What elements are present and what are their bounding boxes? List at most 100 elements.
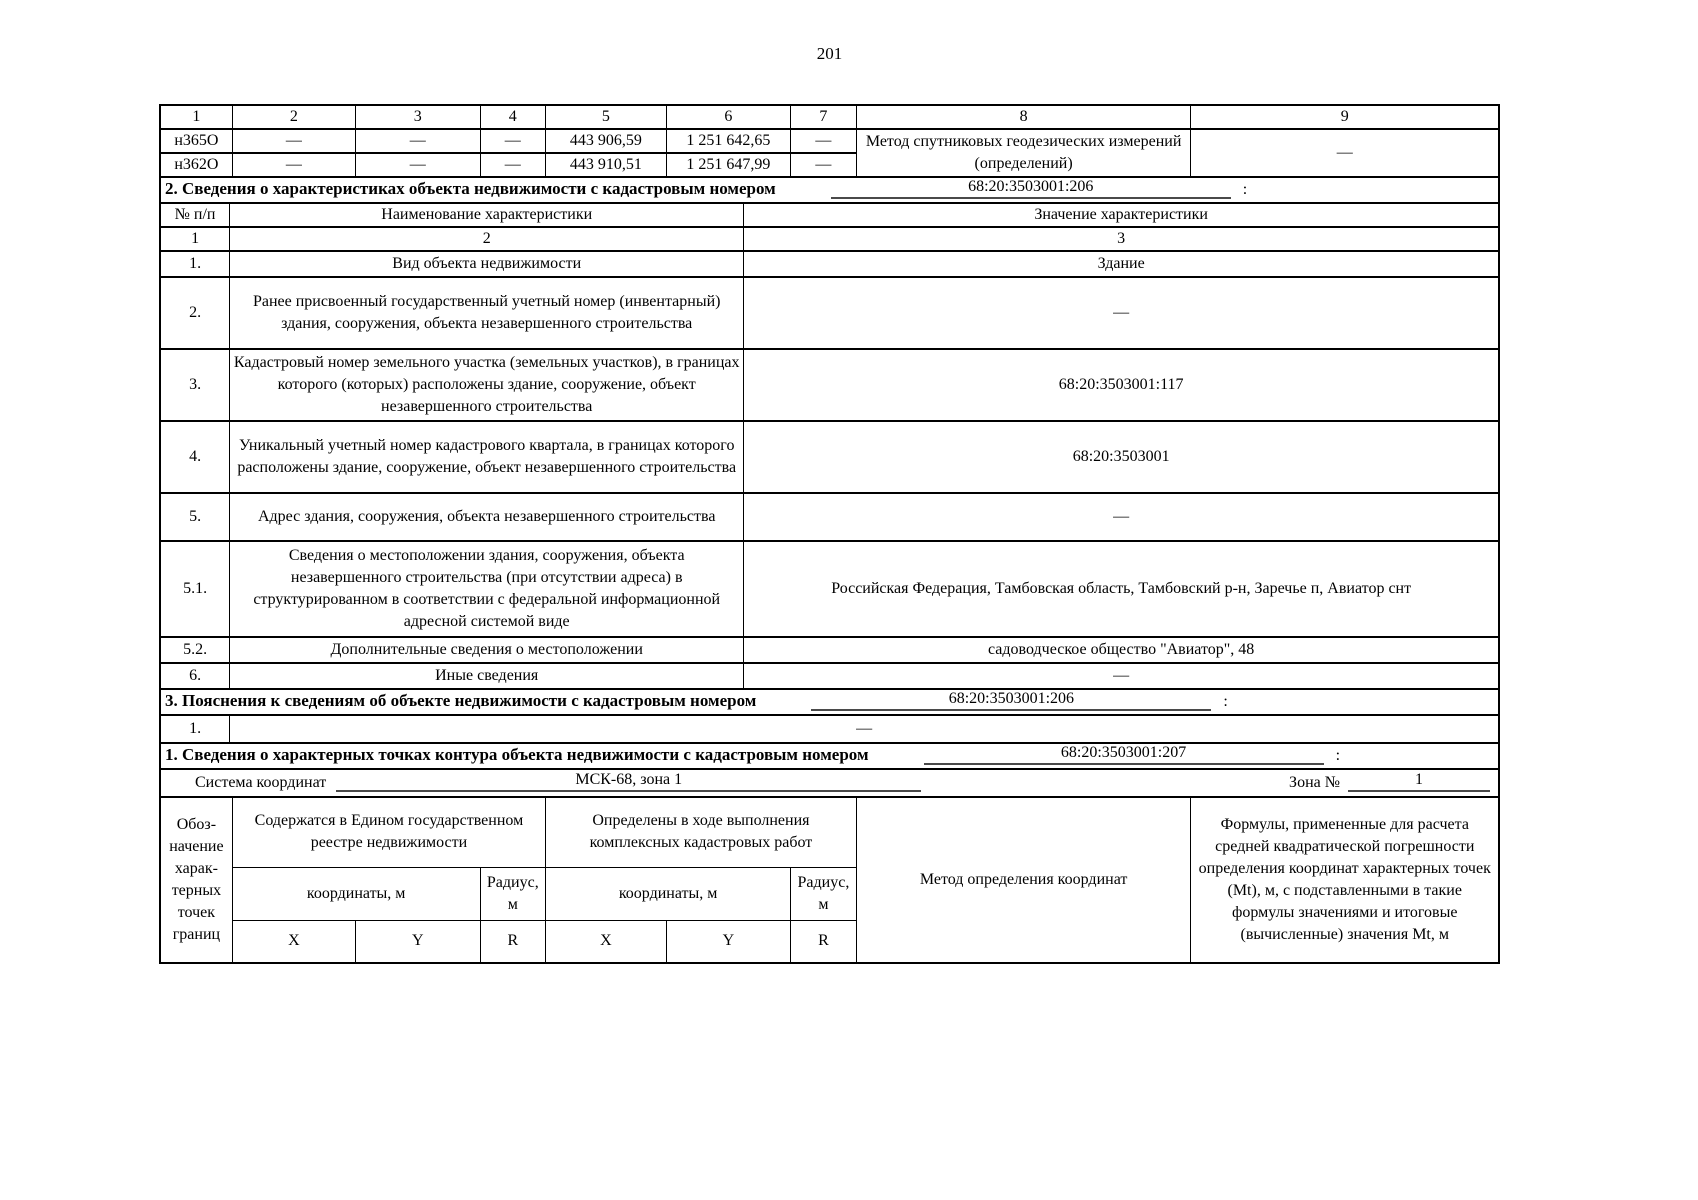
method-cell: Метод спутниковых геодезических измерени… [855, 128, 1192, 178]
colon: : [1242, 181, 1248, 198]
table-row: н365О — — — 443 906,59 1 251 642,65 — Ме… [159, 128, 1500, 178]
section1-header: 1. Сведения о характерных точках контура… [159, 742, 1500, 770]
row-num: 1. [159, 714, 231, 744]
coordinate-system-row: Система координат МСК-68, зона 1 Зона № … [159, 768, 1500, 798]
document-page: 201 1 2 3 4 5 6 7 8 9 н365О — — — 443 90… [159, 0, 1500, 964]
col-number: 2 [229, 226, 745, 252]
x-header: X [545, 919, 667, 964]
characteristic-value: Здание [743, 250, 1500, 278]
group-header-row: Обоз- начение харак- терных точек границ… [159, 796, 1500, 964]
characteristic-value: — [743, 662, 1500, 690]
characteristic-value: — [743, 276, 1500, 350]
characteristic-value: 68:20:3503001 [743, 420, 1500, 494]
colon: : [1223, 693, 1228, 710]
characteristic-name: Ранее присвоенный государственный учетны… [229, 276, 745, 350]
column-numbers-row: 1 2 3 4 5 6 7 8 9 [159, 104, 1500, 130]
characteristic-value: садоводческое общество "Авиатор", 48 [743, 636, 1500, 664]
x-header: X [231, 919, 356, 964]
kkr-x: 443 910,51 [545, 152, 667, 178]
table-row: 4. Уникальный учетный номер кадастрового… [159, 420, 1500, 494]
designation-header: Обоз- начение харак- терных точек границ [159, 796, 233, 964]
kkr-y: 1 251 647,99 [665, 152, 792, 178]
explanations-table: 1. — [159, 714, 1500, 744]
header-row: № п/п Наименование характеристики Значен… [159, 202, 1500, 228]
egrn-y: — [354, 152, 481, 178]
characteristic-name: Адрес здания, сооружения, объекта незаве… [229, 492, 745, 542]
r-header: R [479, 919, 547, 964]
coord-system-label: Система координат [195, 774, 327, 791]
characteristic-name: Иные сведения [229, 662, 745, 690]
col-number: 2 [231, 104, 356, 130]
table-row: 5. Адрес здания, сооружения, объекта нез… [159, 492, 1500, 542]
characteristic-name: Вид объекта недвижимости [229, 250, 745, 278]
kkr-group-header: Определены в ходе выполнения комплексных… [545, 796, 857, 868]
col-number: 5 [545, 104, 667, 130]
sub-header-row: координаты, м Радиус, м координаты, м Ра… [160, 866, 1499, 921]
table-row: 6. Иные сведения — [159, 662, 1500, 690]
zone-value: 1 [1348, 770, 1490, 792]
row-num: 5.1. [159, 540, 231, 638]
characteristic-name: Дополнительные сведения о местоположении [229, 636, 745, 664]
page-number: 201 [816, 44, 843, 63]
col-number: 9 [1190, 104, 1500, 130]
section3-header: 3. Пояснения к сведениям об объекте недв… [159, 688, 1500, 716]
characteristic-name: Сведения о местоположении здания, сооруж… [229, 540, 745, 638]
section2-title: 2. Сведения о характеристиках объекта не… [165, 179, 776, 198]
kkr-x: 443 906,59 [545, 128, 667, 154]
y-header: Y [354, 919, 481, 964]
col-number: 8 [855, 104, 1192, 130]
col-number: 1 [159, 226, 231, 252]
formulas-cell: — [1190, 128, 1500, 178]
kkr-r: — [790, 152, 857, 178]
row-num: 4. [159, 420, 231, 494]
characteristics-table: № п/п Наименование характеристики Значен… [159, 202, 1500, 690]
coord-system-value: МСК-68, зона 1 [336, 770, 922, 792]
xyr-header-row: X Y R X Y R [160, 919, 1499, 964]
characteristic-value: Российская Федерация, Тамбовская область… [743, 540, 1500, 638]
explanation-value: — [229, 714, 1500, 744]
table-row: 1. Вид объекта недвижимости Здание [159, 250, 1500, 278]
col-header: Наименование характеристики [229, 202, 745, 228]
col-header: № п/п [159, 202, 231, 228]
egrn-r: — [479, 128, 547, 154]
table-row: 3. Кадастровый номер земельного участка … [159, 348, 1500, 422]
row-num: 2. [159, 276, 231, 350]
row-num: 6. [159, 662, 231, 690]
col-number: 4 [479, 104, 547, 130]
table-row: 2. Ранее присвоенный государственный уче… [159, 276, 1500, 350]
kkr-r: — [790, 128, 857, 154]
col-header: Значение характеристики [743, 202, 1500, 228]
cadastral-number: 68:20:3503001:207 [923, 743, 1324, 765]
col-number: 3 [354, 104, 481, 130]
egrn-x: — [231, 128, 356, 154]
row-num: 1. [159, 250, 231, 278]
egrn-group-header: Содержатся в Едином государственном реес… [231, 796, 547, 868]
table-row: 5.1. Сведения о местоположении здания, с… [159, 540, 1500, 638]
continuation-points-table: 1 2 3 4 5 6 7 8 9 н365О — — — 443 906,59… [159, 104, 1500, 178]
row-num: 5. [159, 492, 231, 542]
characteristic-value: 68:20:3503001:117 [743, 348, 1500, 422]
point-label: н362О [159, 152, 233, 178]
characteristic-value: — [743, 492, 1500, 542]
characteristic-name: Кадастровый номер земельного участка (зе… [229, 348, 745, 422]
cadastral-number: 68:20:3503001:206 [830, 177, 1231, 199]
formulas-header: Формулы, примененные для расчета средней… [1190, 796, 1500, 964]
col-number: 3 [743, 226, 1500, 252]
section1-title: 1. Сведения о характерных точках контура… [165, 745, 869, 764]
egrn-y: — [354, 128, 481, 154]
col-number: 7 [790, 104, 857, 130]
points-table-header: Обоз- начение харак- терных точек границ… [159, 796, 1500, 964]
radius-header: Радиус, м [479, 866, 547, 921]
characteristic-name: Уникальный учетный номер кадастрового кв… [229, 420, 745, 494]
table-row: н362О — — — 443 910,51 1 251 647,99 — [159, 152, 1499, 178]
table-row: 5.2. Дополнительные сведения о местополо… [159, 636, 1500, 664]
method-header: Метод определения координат [855, 796, 1192, 964]
col-number: 6 [665, 104, 792, 130]
row-num: 3. [159, 348, 231, 422]
section2-header: 2. Сведения о характеристиках объекта не… [159, 176, 1500, 204]
coords-header: координаты, м [231, 866, 481, 921]
kkr-y: 1 251 642,65 [665, 128, 792, 154]
col-number: 1 [159, 104, 233, 130]
egrn-r: — [479, 152, 547, 178]
cadastral-number: 68:20:3503001:206 [811, 689, 1212, 711]
